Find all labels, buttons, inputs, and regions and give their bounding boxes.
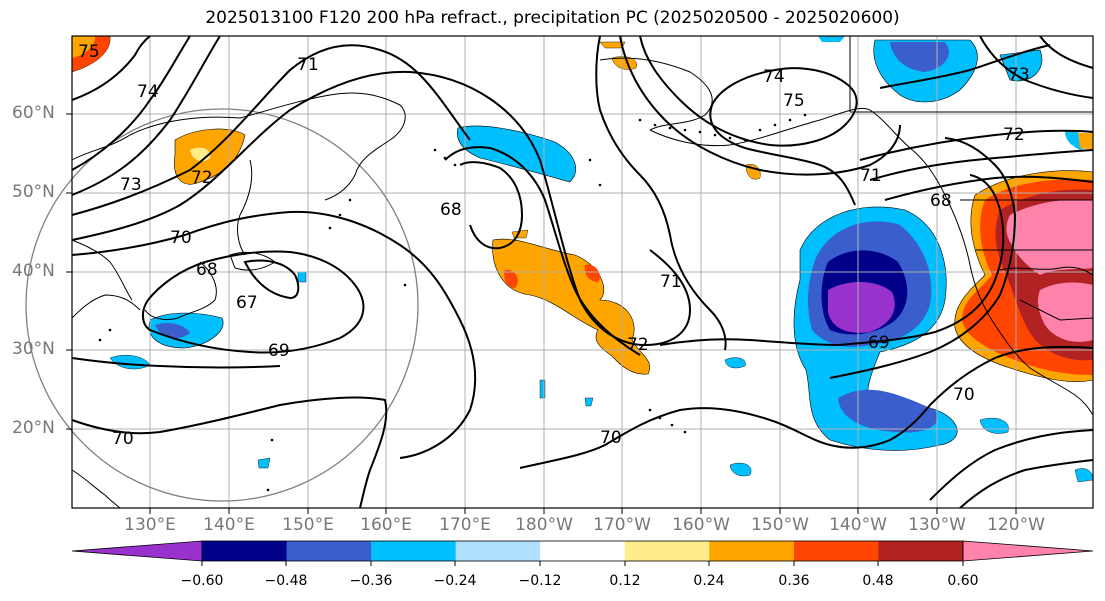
lon-label: 160°E [360, 515, 412, 535]
lon-label: 160°W [672, 515, 730, 535]
precip-shading [71, 35, 1094, 483]
colorbar-tick-label: −0.60 [180, 573, 224, 589]
colorbar-cell [624, 541, 710, 561]
contour-label: 70 [600, 428, 622, 448]
colorbar-tick-label: −0.12 [518, 573, 562, 589]
lat-label: 30°N [12, 339, 55, 359]
contour-label: 72 [191, 168, 213, 188]
colorbar-cell [286, 541, 372, 561]
contour-label: 72 [627, 335, 649, 355]
lon-label: 140°E [203, 515, 255, 535]
contour-label: 71 [860, 166, 882, 186]
colorbar-tick-label: −0.24 [433, 573, 477, 589]
contour-label: 71 [660, 272, 682, 292]
lon-label: 180°W [515, 515, 573, 535]
lat-label: 40°N [12, 261, 55, 281]
contour-label: 75 [78, 42, 100, 62]
colorbar-cell [540, 541, 626, 561]
colorbar-tick-label: 0.60 [947, 573, 979, 589]
colorbar-tick-label: 0.48 [862, 573, 894, 589]
lon-label: 140°W [829, 515, 887, 535]
lat-label: 20°N [12, 418, 55, 438]
contour-label: 74 [763, 67, 785, 87]
colorbar-extend-high [962, 540, 1094, 562]
colorbar-tick-label: −0.36 [349, 573, 393, 589]
contour-label: 67 [236, 293, 258, 313]
colorbar-cell [202, 541, 288, 561]
contour-label: 74 [137, 82, 159, 102]
contour-label: 70 [953, 385, 975, 405]
colorbar-tick-label: 0.12 [609, 573, 641, 589]
islands [98, 113, 807, 492]
range-circle [25, 108, 419, 502]
refractivity-contours [71, 35, 1094, 509]
contour-label: 69 [868, 333, 890, 353]
colorbar-cell [455, 541, 541, 561]
graticule [72, 36, 1093, 508]
contour-label: 72 [1003, 125, 1025, 145]
colorbar-cell [371, 541, 457, 561]
lon-label: 150°W [751, 515, 809, 535]
contour-label: 73 [120, 175, 142, 195]
lon-label: 150°E [282, 515, 334, 535]
contour-label: 71 [297, 55, 319, 75]
lon-label: 170°W [593, 515, 651, 535]
contour-label: 73 [1008, 65, 1030, 85]
contour-label: 70 [112, 429, 134, 449]
colorbar-tick-label: −0.48 [264, 573, 308, 589]
lon-label: 130°E [124, 515, 176, 535]
contour-label: 69 [268, 341, 290, 361]
contour-label: 70 [170, 228, 192, 248]
contour-label: 68 [196, 260, 218, 280]
contour-label: 75 [783, 91, 805, 111]
lat-label: 60°N [12, 103, 55, 123]
lon-label: 120°W [987, 515, 1045, 535]
colorbar-cell [709, 541, 795, 561]
lon-label: 130°W [908, 515, 966, 535]
colorbar-tick-label: 0.24 [693, 573, 725, 589]
lat-label: 50°N [12, 182, 55, 202]
colorbar-outline [201, 540, 964, 562]
contour-label: 68 [440, 200, 462, 220]
colorbar-cell [793, 541, 879, 561]
colorbar-ticks [201, 561, 964, 566]
colorbar-extend-low [71, 540, 203, 562]
contour-labels: 75 74 74 71 73 72 70 68 67 69 70 70 68 7… [78, 42, 1030, 449]
coastlines [71, 36, 1094, 509]
map-title: 2025013100 F120 200 hPa refract., precip… [205, 8, 900, 28]
contour-label: 68 [930, 191, 952, 211]
colorbar [71, 540, 1094, 566]
colorbar-cell [878, 541, 964, 561]
lon-label: 170°E [439, 515, 491, 535]
colorbar-tick-label: 0.36 [778, 573, 810, 589]
tick-marks [66, 113, 1017, 514]
